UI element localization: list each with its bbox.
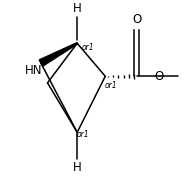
Text: or1: or1 — [81, 43, 94, 52]
Text: or1: or1 — [76, 130, 89, 139]
Text: HN: HN — [25, 64, 43, 77]
Text: O: O — [154, 70, 164, 83]
Polygon shape — [39, 43, 78, 66]
Text: H: H — [73, 161, 81, 174]
Text: H: H — [73, 2, 81, 15]
Text: O: O — [132, 13, 141, 26]
Text: or1: or1 — [104, 81, 117, 90]
